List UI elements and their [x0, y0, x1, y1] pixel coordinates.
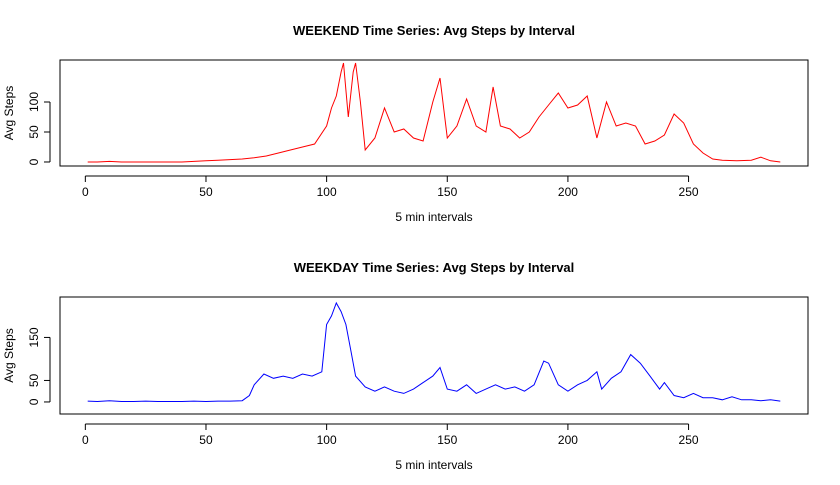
y-tick-label: 100 [27, 92, 41, 112]
x-axis-label: 5 min intervals [395, 458, 472, 472]
x-tick-label: 50 [199, 185, 213, 199]
chart-title: WEEKDAY Time Series: Avg Steps by Interv… [294, 260, 575, 275]
data-line [87, 301, 781, 403]
x-tick-label: 100 [317, 185, 337, 199]
x-tick-label: 50 [199, 433, 213, 447]
x-tick-label: 150 [437, 185, 457, 199]
x-tick-label: 0 [82, 433, 89, 447]
y-tick-label: 0 [27, 158, 41, 165]
y-axis-label: Avg Steps [2, 86, 16, 140]
y-axis-label: Avg Steps [2, 328, 16, 382]
data-line [87, 62, 781, 163]
y-tick-label: 50 [27, 125, 41, 139]
x-tick-label: 250 [679, 185, 699, 199]
chart-title: WEEKEND Time Series: Avg Steps by Interv… [293, 23, 575, 38]
y-tick-label: 0 [27, 398, 41, 405]
x-tick-label: 200 [558, 433, 578, 447]
y-tick-label: 50 [27, 373, 41, 387]
x-tick-label: 150 [437, 433, 457, 447]
plot-box [59, 296, 809, 415]
x-axis-label: 5 min intervals [395, 210, 472, 224]
x-tick-label: 0 [82, 185, 89, 199]
plot-box [59, 59, 809, 167]
x-tick-label: 100 [317, 433, 337, 447]
y-tick-label: 150 [27, 327, 41, 347]
x-tick-label: 200 [558, 185, 578, 199]
x-tick-label: 250 [679, 433, 699, 447]
